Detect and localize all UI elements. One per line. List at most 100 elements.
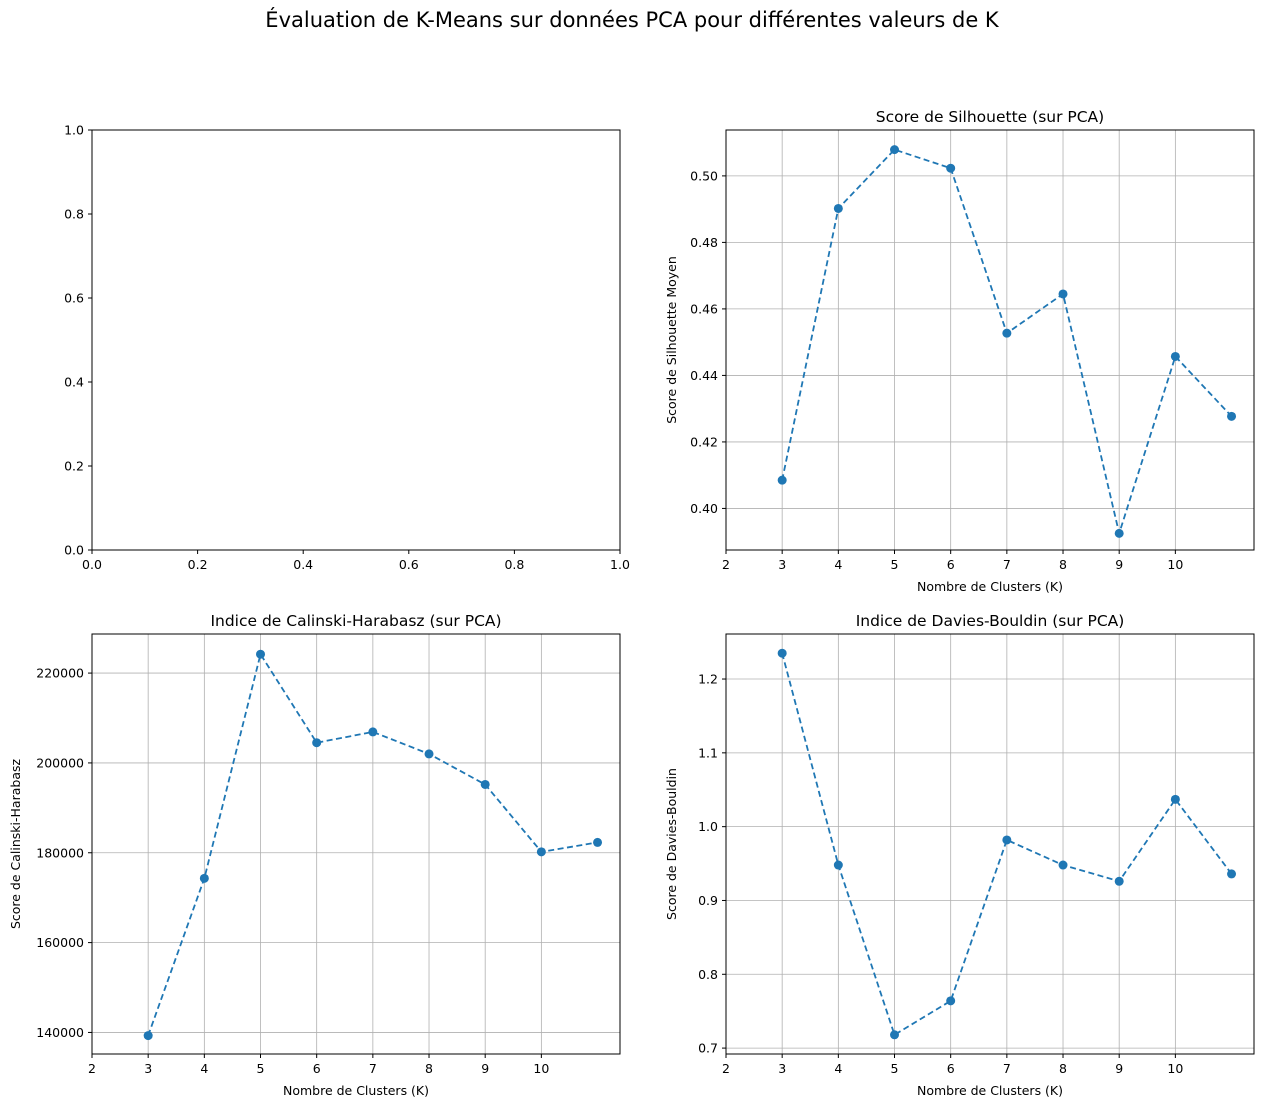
data-point [199,873,209,883]
x-tick-label: 7 [1003,1061,1011,1076]
y-tick-label: 0.46 [690,301,718,316]
axes-title: Indice de Davies-Bouldin (sur PCA) [856,612,1125,630]
x-tick-label: 0.4 [293,557,313,572]
x-tick-label: 2 [88,1061,96,1076]
x-tick-label: 9 [1115,1061,1123,1076]
y-tick-label: 0.2 [64,459,84,474]
data-point [480,779,490,789]
x-tick-label: 9 [1115,557,1123,572]
axes-title: Score de Silhouette (sur PCA) [876,108,1104,126]
data-point [312,738,322,748]
y-tick-label: 0.48 [690,235,718,250]
data-point [368,727,378,737]
y-tick-label: 0.40 [690,501,718,516]
y-tick-label: 1.2 [698,672,718,687]
data-point [1170,794,1180,804]
x-tick-label: 7 [1003,557,1011,572]
y-tick-label: 0.9 [698,893,718,908]
y-tick-label: 160000 [36,935,84,950]
x-tick-label: 6 [313,1061,321,1076]
x-tick-label: 0.2 [188,557,208,572]
data-point [1227,869,1237,879]
y-tick-label: 0.42 [690,434,718,449]
calinski-harabasz-panel: 2 3 4 5 6 7 8 9 10 140000 160000 180000 200000 220000… [8,612,621,1098]
y-tick-label: 0.8 [64,207,84,222]
data-point [1114,528,1124,538]
axes-frame [725,129,1255,551]
y-tick-label: 0.4 [64,375,84,390]
y-tick-label: 200000 [36,755,84,770]
x-tick-label: 8 [425,1061,433,1076]
data-point [256,649,266,659]
data-point [777,648,787,658]
data-point [593,837,603,847]
data-point [946,996,956,1006]
x-tick-label: 1.0 [610,557,630,572]
series-line [147,651,598,1036]
series-line [781,652,1233,1037]
y-tick-label: 220000 [36,666,84,681]
data-point [1058,860,1068,870]
data-point [1002,835,1012,845]
x-tick-label: 0.6 [399,557,419,572]
empty-axes-panel: 0.0 0.2 0.4 0.6 0.8 1.0 0.0 0.2 0.4 0.6 0.8 1.0 [64,123,630,573]
x-tick-label: 8 [1059,1061,1067,1076]
axes-frame [91,633,621,1055]
y-tick-label: 0.50 [690,168,718,183]
x-tick-label: 2 [722,557,730,572]
data-point [1114,876,1124,886]
data-point [833,860,843,870]
y-tick-label: 0.44 [690,368,718,383]
y-axis-label: Score de Calinski-Harabasz [8,759,23,930]
y-tick-label: 1.1 [698,745,718,760]
y-tick-label: 140000 [36,1025,84,1040]
y-tick-label: 0.0 [64,543,84,558]
x-tick-label: 10 [1167,1061,1183,1076]
data-point [143,1031,153,1041]
x-tick-label: 6 [947,1061,955,1076]
data-point [890,145,900,155]
x-tick-label: 10 [533,1061,549,1076]
x-tick-label: 3 [778,1061,786,1076]
x-tick-label: 8 [1059,557,1067,572]
y-tick-label: 1.0 [698,819,718,834]
x-tick-label: 10 [1167,557,1183,572]
data-point [424,749,434,759]
x-tick-label: 0.8 [504,557,524,572]
y-tick-label: 0.7 [698,1041,718,1056]
data-point [890,1030,900,1040]
data-point [1227,411,1237,421]
y-axis-label: Score de Silhouette Moyen [664,256,679,424]
axes-frame [91,129,621,551]
x-tick-label: 5 [891,557,899,572]
data-point [536,847,546,857]
data-point [946,163,956,173]
y-tick-label: 1.0 [64,123,84,138]
x-tick-label: 7 [369,1061,377,1076]
data-point [777,475,787,485]
y-tick-label: 180000 [36,845,84,860]
data-point [1058,289,1068,299]
x-tick-label: 5 [257,1061,265,1076]
y-axis-label: Score de Davies-Bouldin [664,768,679,920]
figure-title: Évaluation de K-Means sur données PCA po… [265,8,999,32]
x-tick-label: 6 [947,557,955,572]
data-point [1002,328,1012,338]
x-tick-label: 4 [834,1061,842,1076]
davies-bouldin-panel: 2 3 4 5 6 7 8 9 10 0.7 0.8 0.9 1.0 1.1 1.2 Indice de Da… [664,612,1255,1098]
x-tick-label: 5 [891,1061,899,1076]
x-axis-label: Nombre de Clusters (K) [283,1083,429,1098]
x-tick-label: 4 [834,557,842,572]
x-tick-label: 9 [481,1061,489,1076]
y-tick-label: 0.6 [64,291,84,306]
x-axis-label: Nombre de Clusters (K) [917,579,1063,594]
x-tick-label: 4 [200,1061,208,1076]
y-tick-label: 0.8 [698,967,718,982]
axes-frame [725,633,1255,1055]
x-tick-label: 0.0 [82,557,102,572]
axes-title: Indice de Calinski-Harabasz (sur PCA) [210,612,501,630]
data-point [833,203,843,213]
x-tick-label: 3 [144,1061,152,1076]
x-tick-label: 3 [778,557,786,572]
